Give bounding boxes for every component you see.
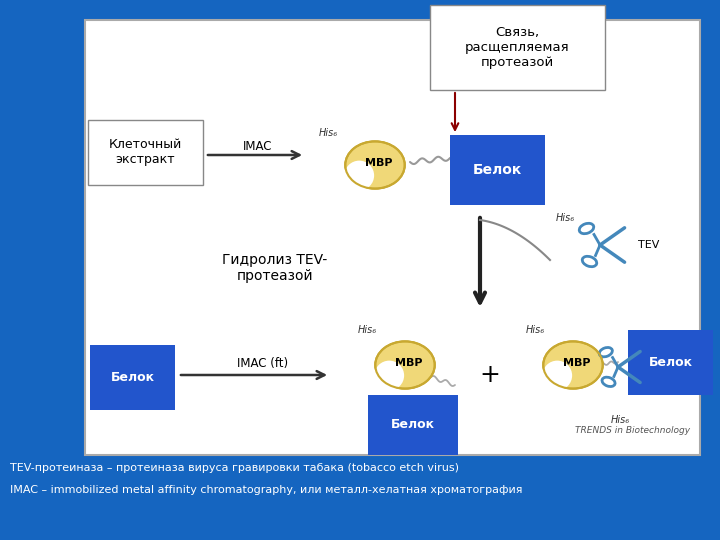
Text: TRENDS in Biotechnology: TRENDS in Biotechnology — [575, 426, 690, 435]
Text: His₆: His₆ — [611, 415, 629, 425]
Bar — [88, 120, 203, 185]
Text: MBP: MBP — [563, 358, 590, 368]
Text: Белок: Белок — [391, 418, 435, 431]
Text: TEV-протеиназа – протеиназа вируса гравировки табака (tobacco etch virus): TEV-протеиназа – протеиназа вируса грави… — [10, 463, 459, 473]
Text: His₆: His₆ — [526, 325, 544, 335]
Text: Связь,
расщепляемая
протеазой: Связь, расщепляемая протеазой — [465, 26, 570, 69]
Bar — [628, 330, 713, 395]
Text: MBP: MBP — [365, 158, 392, 168]
Ellipse shape — [374, 361, 404, 390]
Ellipse shape — [544, 341, 603, 389]
Text: +: + — [480, 363, 500, 387]
Text: Гидролиз TEV-
протеазой: Гидролиз TEV- протеазой — [222, 253, 328, 283]
Text: Белок: Белок — [473, 163, 522, 177]
Text: TEV: TEV — [638, 240, 660, 250]
Text: Белок: Белок — [649, 356, 693, 369]
Bar — [450, 135, 545, 205]
Text: His₆: His₆ — [318, 128, 338, 138]
Bar — [368, 395, 458, 455]
Ellipse shape — [542, 361, 572, 390]
Text: His₆: His₆ — [357, 325, 377, 335]
Text: MBP: MBP — [395, 358, 422, 368]
Text: IMAC (ft): IMAC (ft) — [238, 356, 289, 369]
Text: Клеточный
экстракт: Клеточный экстракт — [109, 138, 182, 166]
Ellipse shape — [375, 341, 435, 389]
Text: IMAC: IMAC — [243, 140, 273, 153]
Text: IMAC – immobilized metal affinity chromatography, или металл-хелатная хроматогра: IMAC – immobilized metal affinity chroma… — [10, 485, 523, 495]
Text: Белок: Белок — [110, 371, 155, 384]
Bar — [90, 345, 175, 410]
Ellipse shape — [346, 141, 405, 188]
Text: His₆: His₆ — [555, 213, 575, 223]
Ellipse shape — [344, 160, 374, 191]
Bar — [85, 20, 700, 455]
Bar — [430, 5, 605, 90]
